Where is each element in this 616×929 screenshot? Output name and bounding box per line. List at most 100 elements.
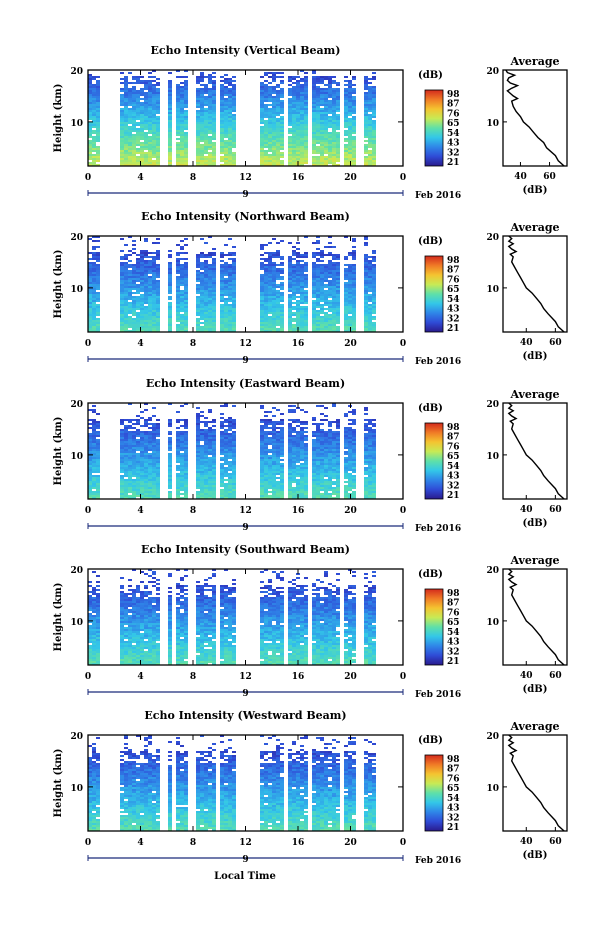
heatmap-cell bbox=[156, 130, 160, 132]
heatmap-cell bbox=[352, 328, 356, 330]
colorbar-tick-label: 32 bbox=[447, 314, 460, 324]
heatmap-cell bbox=[224, 451, 228, 453]
heatmap-cell bbox=[220, 477, 224, 479]
heatmap-cell bbox=[288, 304, 292, 306]
heatmap-cell bbox=[88, 443, 92, 445]
heatmap-cell bbox=[200, 134, 204, 136]
heatmap-cell bbox=[292, 250, 296, 252]
heatmap-cell bbox=[144, 238, 148, 240]
heatmap-cell bbox=[304, 282, 308, 284]
date-label: 9 bbox=[242, 190, 248, 200]
heatmap-cell bbox=[96, 324, 100, 326]
heatmap-cell bbox=[288, 326, 292, 328]
heatmap-cell bbox=[152, 258, 156, 260]
heatmap-cell bbox=[132, 118, 136, 120]
heatmap-cell bbox=[200, 312, 204, 314]
heatmap-cell bbox=[208, 465, 212, 467]
heatmap-cell bbox=[120, 114, 124, 116]
heatmap-cell bbox=[312, 130, 316, 132]
heatmap-cell bbox=[268, 242, 272, 244]
heatmap-cell bbox=[212, 316, 216, 318]
heatmap-cell bbox=[92, 256, 96, 258]
heatmap-cell bbox=[152, 423, 156, 425]
heatmap-cell bbox=[168, 439, 172, 441]
heatmap-cell bbox=[336, 102, 340, 104]
heatmap-cell bbox=[140, 252, 144, 254]
heatmap-cell bbox=[268, 256, 272, 258]
heatmap-cell bbox=[144, 421, 148, 423]
heatmap-cell bbox=[372, 98, 376, 100]
average-profile-line bbox=[505, 69, 565, 167]
heatmap-cell bbox=[136, 112, 140, 114]
heatmap-cell bbox=[316, 282, 320, 284]
heatmap-cell bbox=[200, 80, 204, 82]
heatmap-cell bbox=[144, 481, 148, 483]
heatmap-cell bbox=[120, 324, 124, 326]
heatmap-cell bbox=[92, 443, 96, 445]
colorbar-tick-label: 98 bbox=[447, 256, 460, 266]
heatmap-cell bbox=[204, 268, 208, 270]
heatmap-cell bbox=[344, 162, 348, 164]
heatmap-cell bbox=[312, 294, 316, 296]
heatmap-cell bbox=[128, 116, 132, 118]
heatmap-cell bbox=[352, 272, 356, 274]
heatmap-cell bbox=[224, 124, 228, 126]
heatmap-cell bbox=[208, 479, 212, 481]
heatmap-cell bbox=[296, 100, 300, 102]
heatmap-cell bbox=[120, 423, 124, 425]
heatmap-cell bbox=[176, 118, 180, 120]
heatmap-cell bbox=[228, 134, 232, 136]
heatmap-cell bbox=[136, 104, 140, 106]
heatmap-cell bbox=[324, 96, 328, 98]
heatmap-cell bbox=[296, 266, 300, 268]
average-x-tick-label: 60 bbox=[549, 338, 562, 348]
heatmap-cell bbox=[272, 324, 276, 326]
heatmap-cell bbox=[184, 431, 188, 433]
heatmap-cell bbox=[88, 437, 92, 439]
heatmap-cell bbox=[264, 298, 268, 300]
heatmap-cell bbox=[292, 82, 296, 84]
heatmap-cell bbox=[136, 156, 140, 158]
heatmap-cell bbox=[332, 128, 336, 130]
heatmap-cell bbox=[208, 154, 212, 156]
heatmap-cell bbox=[304, 80, 308, 82]
heatmap-cell bbox=[88, 268, 92, 270]
heatmap-cell bbox=[368, 322, 372, 324]
heatmap-cell bbox=[220, 270, 224, 272]
heatmap-cell bbox=[312, 106, 316, 108]
heatmap-cell bbox=[332, 270, 336, 272]
heatmap-cell bbox=[152, 134, 156, 136]
heatmap-cell bbox=[144, 156, 148, 158]
heatmap-cell bbox=[132, 495, 136, 497]
heatmap-cell bbox=[180, 330, 184, 332]
heatmap-cell bbox=[364, 160, 368, 162]
heatmap-cell bbox=[124, 493, 128, 495]
heatmap-cell bbox=[212, 489, 216, 491]
heatmap-cell bbox=[128, 427, 132, 429]
colorbar-tick-label: 87 bbox=[447, 266, 460, 276]
heatmap-cell bbox=[228, 294, 232, 296]
heatmap-cell bbox=[204, 312, 208, 314]
heatmap-cell bbox=[336, 320, 340, 322]
heatmap-cell bbox=[208, 437, 212, 439]
heatmap-cell bbox=[132, 160, 136, 162]
heatmap-cell bbox=[268, 132, 272, 134]
heatmap-cell bbox=[152, 437, 156, 439]
heatmap-cell bbox=[332, 146, 336, 148]
heatmap-cell bbox=[148, 100, 152, 102]
heatmap-cell bbox=[280, 106, 284, 108]
heatmap-cell bbox=[196, 308, 200, 310]
heatmap-cell bbox=[224, 264, 228, 266]
heatmap-cell bbox=[304, 312, 308, 314]
heatmap-cell bbox=[212, 114, 216, 116]
heatmap-cell bbox=[148, 136, 152, 138]
heatmap-cell bbox=[224, 80, 228, 82]
heatmap-cell bbox=[324, 312, 328, 314]
heatmap-cell bbox=[184, 433, 188, 435]
heatmap-cell bbox=[184, 114, 188, 116]
heatmap-cell bbox=[136, 160, 140, 162]
heatmap-cell bbox=[88, 118, 92, 120]
heatmap-cell bbox=[88, 134, 92, 136]
heatmap-cell bbox=[156, 314, 160, 316]
